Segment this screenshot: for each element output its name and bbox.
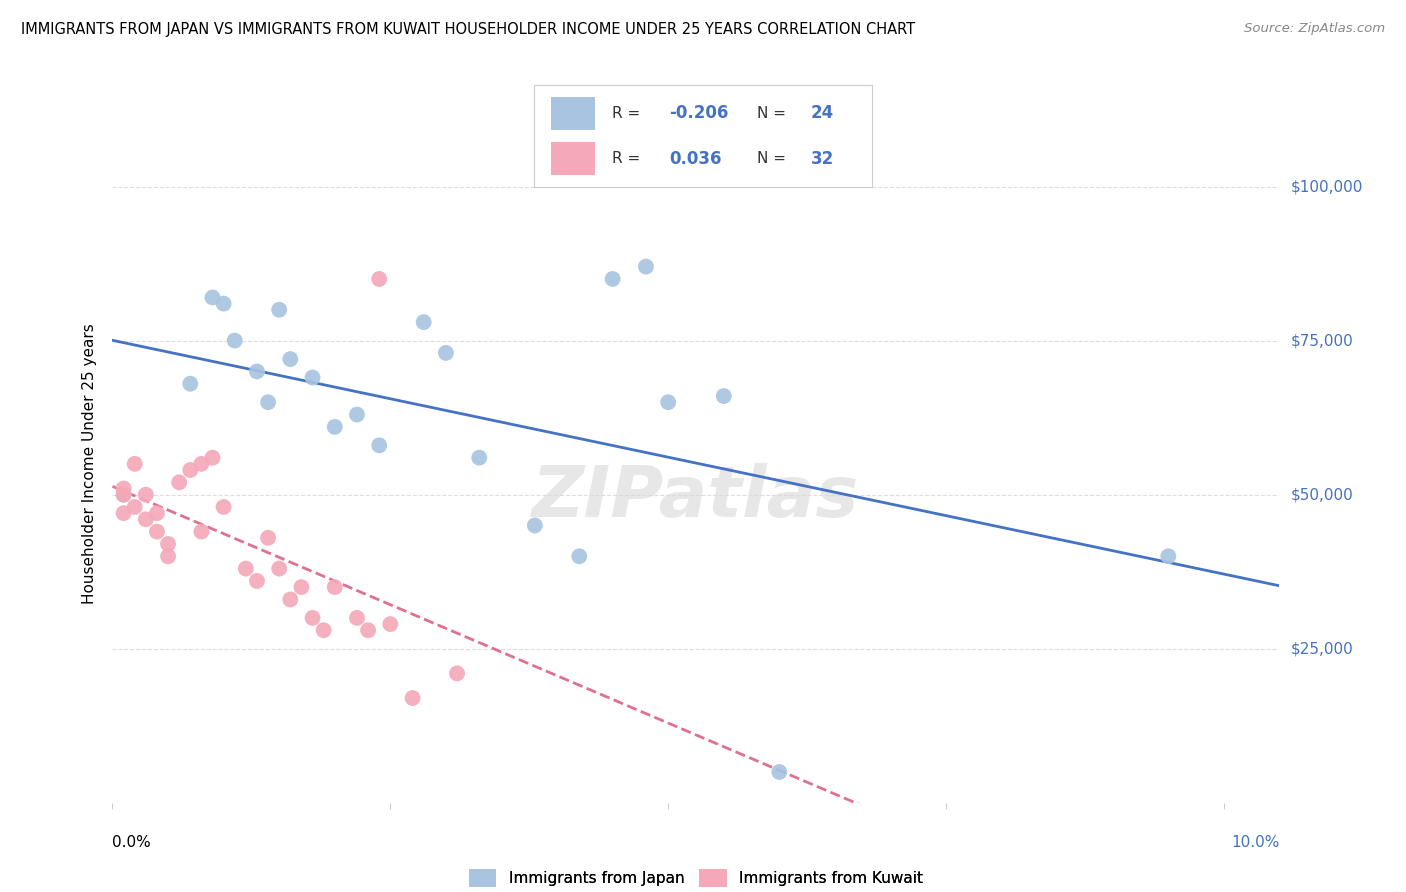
Point (312, 624, 335, 638)
Text: 0.036: 0.036 (669, 150, 721, 168)
Point (269, 302, 291, 317)
Point (357, 624, 380, 638)
Point (269, 561, 291, 575)
Point (201, 290, 224, 304)
Point (346, 611, 368, 625)
Point (135, 512, 157, 526)
Point (568, 549, 591, 564)
Point (112, 488, 135, 502)
Text: $25,000: $25,000 (1291, 641, 1354, 657)
Text: $100,000: $100,000 (1291, 179, 1364, 194)
Point (179, 463, 201, 477)
Point (401, 691, 423, 706)
Point (146, 506, 169, 520)
Bar (551, 97, 595, 130)
Text: 24: 24 (811, 104, 834, 122)
Point (446, 666, 468, 681)
Point (212, 500, 235, 514)
Point (301, 370, 323, 384)
Point (468, 450, 491, 465)
Point (124, 500, 146, 514)
Point (190, 524, 212, 539)
Text: -0.206: -0.206 (669, 104, 728, 122)
Point (157, 549, 180, 564)
Point (246, 364, 269, 378)
Text: N =: N = (756, 106, 790, 121)
Point (657, 395, 679, 409)
Point (212, 296, 235, 310)
Point (368, 272, 391, 286)
Text: $50,000: $50,000 (1291, 487, 1354, 502)
Point (124, 457, 146, 471)
Point (246, 574, 269, 588)
Point (713, 389, 735, 403)
Point (368, 438, 391, 452)
Point (380, 617, 402, 632)
Point (278, 592, 301, 607)
Point (323, 420, 346, 434)
Point (190, 457, 212, 471)
Text: R =: R = (612, 106, 645, 121)
Point (412, 315, 434, 329)
Point (179, 376, 201, 391)
Point (112, 488, 135, 502)
Text: 0.0%: 0.0% (112, 836, 152, 850)
Point (112, 506, 135, 520)
Point (634, 260, 657, 274)
Point (301, 611, 323, 625)
Point (602, 272, 624, 286)
Text: 10.0%: 10.0% (1232, 836, 1279, 850)
Point (768, 764, 790, 779)
Text: IMMIGRANTS FROM JAPAN VS IMMIGRANTS FROM KUWAIT HOUSEHOLDER INCOME UNDER 25 YEAR: IMMIGRANTS FROM JAPAN VS IMMIGRANTS FROM… (21, 22, 915, 37)
Text: $75,000: $75,000 (1291, 333, 1354, 348)
Point (257, 531, 280, 545)
Point (146, 524, 169, 539)
Point (235, 561, 257, 575)
Point (112, 482, 135, 496)
Point (323, 580, 346, 594)
Point (523, 518, 546, 533)
Legend: Immigrants from Japan, Immigrants from Kuwait: Immigrants from Japan, Immigrants from K… (463, 863, 929, 892)
Point (201, 450, 224, 465)
Text: 32: 32 (811, 150, 834, 168)
Point (278, 352, 301, 367)
Bar (551, 142, 595, 175)
Point (290, 580, 312, 594)
Text: R =: R = (612, 151, 645, 166)
Text: Source: ZipAtlas.com: Source: ZipAtlas.com (1244, 22, 1385, 36)
Point (434, 346, 457, 360)
Point (157, 537, 180, 551)
Y-axis label: Householder Income Under 25 years: Householder Income Under 25 years (82, 324, 97, 604)
Point (257, 395, 280, 409)
Point (1157, 549, 1180, 564)
Point (346, 408, 368, 422)
Point (224, 334, 246, 348)
Point (135, 488, 157, 502)
Point (167, 475, 190, 490)
Text: N =: N = (756, 151, 790, 166)
Text: ZIPatlas: ZIPatlas (533, 463, 859, 533)
